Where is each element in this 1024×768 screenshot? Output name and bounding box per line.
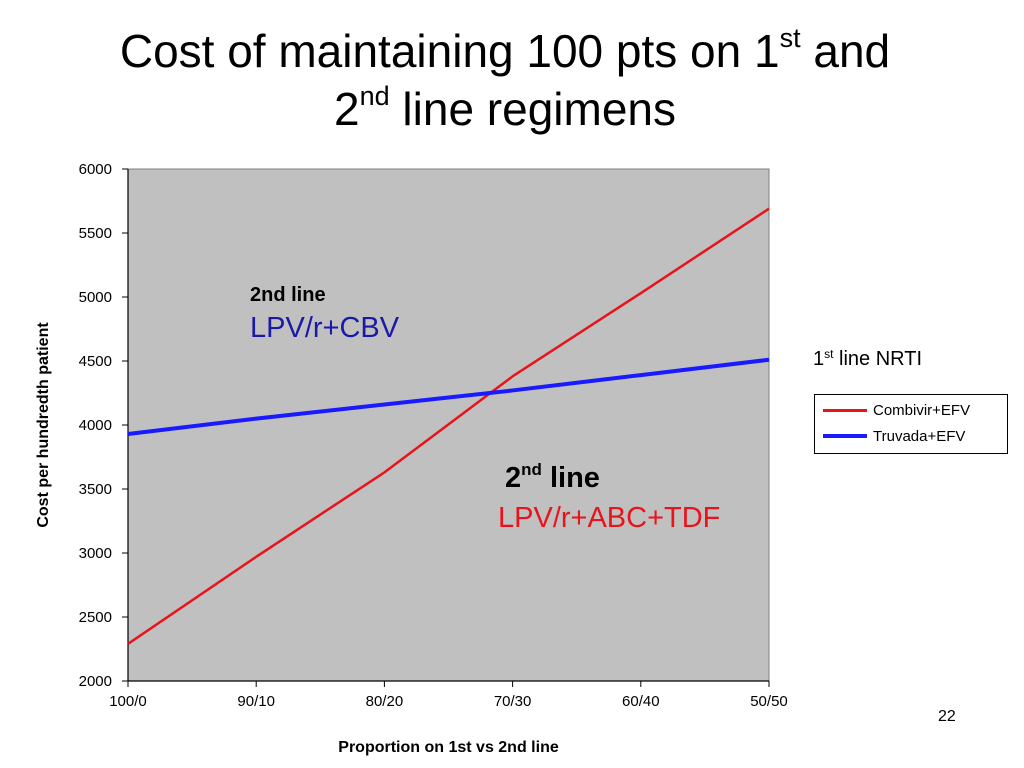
y-tick-label: 2500: [79, 609, 112, 626]
x-tick-label: 60/40: [622, 693, 660, 710]
legend-title: 1st line NRTI: [813, 348, 922, 371]
title-text-4: line regimens: [389, 83, 676, 135]
y-tick-label: 5000: [79, 289, 112, 306]
series-line-truvada: [127, 357, 770, 436]
legend: Combivir+EFV Truvada+EFV: [814, 394, 1008, 454]
y-tick-label: 4500: [79, 353, 112, 370]
title-superscript-2: nd: [359, 81, 390, 111]
y-tick-label: 6000: [79, 161, 112, 178]
legend-item-truvada: Truvada+EFV: [823, 425, 965, 447]
x-tick-label: 70/30: [494, 693, 532, 710]
y-tick-label: 3500: [79, 481, 112, 498]
legend-swatch-combivir: [823, 408, 867, 412]
legend-title-superscript: st: [824, 347, 834, 361]
legend-label-truvada: Truvada+EFV: [873, 427, 966, 445]
x-tick-label: 50/50: [750, 693, 788, 710]
title-superscript-1: st: [779, 23, 801, 53]
legend-label-combivir: Combivir+EFV: [873, 401, 971, 419]
legend-title-suffix: line NRTI: [833, 348, 923, 370]
title-text-2: and: [800, 25, 891, 77]
y-axis-title: Cost per hundredth patient: [35, 322, 52, 528]
y-tick-label: 5500: [79, 225, 112, 242]
annotation-heading-superscript: nd: [521, 460, 542, 479]
annotation-lpv-abc-tdf-regimen: LPV/r+ABC+TDF: [498, 502, 721, 534]
y-tick-label: 3000: [79, 545, 112, 562]
x-axis: 100/0 90/10 80/20 70/30 60/40 50/50: [109, 680, 788, 710]
slide-title: Cost of maintaining 100 pts on 1st and 2…: [0, 22, 1010, 138]
x-tick-label: 90/10: [237, 693, 275, 710]
series-line-combivir: [127, 207, 770, 645]
legend-item-combivir: Combivir+EFV: [823, 399, 970, 421]
x-axis-title: Proportion on 1st vs 2nd line: [338, 739, 559, 756]
annotation-2nd-line-cbv-heading: 2nd line: [250, 284, 326, 306]
annotation-heading-suffix: line: [541, 462, 600, 494]
x-tick-label: 100/0: [109, 693, 147, 710]
title-text-3: 2: [334, 83, 360, 135]
annotation-heading-prefix: 2: [505, 462, 522, 494]
annotation-lpv-cbv-regimen: LPV/r+CBV: [250, 312, 400, 344]
y-tick-label: 4000: [79, 417, 112, 434]
y-axis: 2000 2500 3000 3500 4000 4500 5000 5500 6000: [79, 161, 129, 690]
legend-swatch-truvada: [823, 434, 867, 438]
legend-title-prefix: 1: [813, 348, 825, 370]
page-number: 22: [938, 708, 956, 725]
annotation-2nd-line-tdf-heading: 2nd line: [505, 460, 600, 495]
y-tick-label: 2000: [79, 673, 112, 690]
title-text-1: Cost of maintaining 100 pts on 1: [119, 25, 780, 77]
x-tick-label: 80/20: [366, 693, 404, 710]
series-lines: [127, 207, 770, 645]
